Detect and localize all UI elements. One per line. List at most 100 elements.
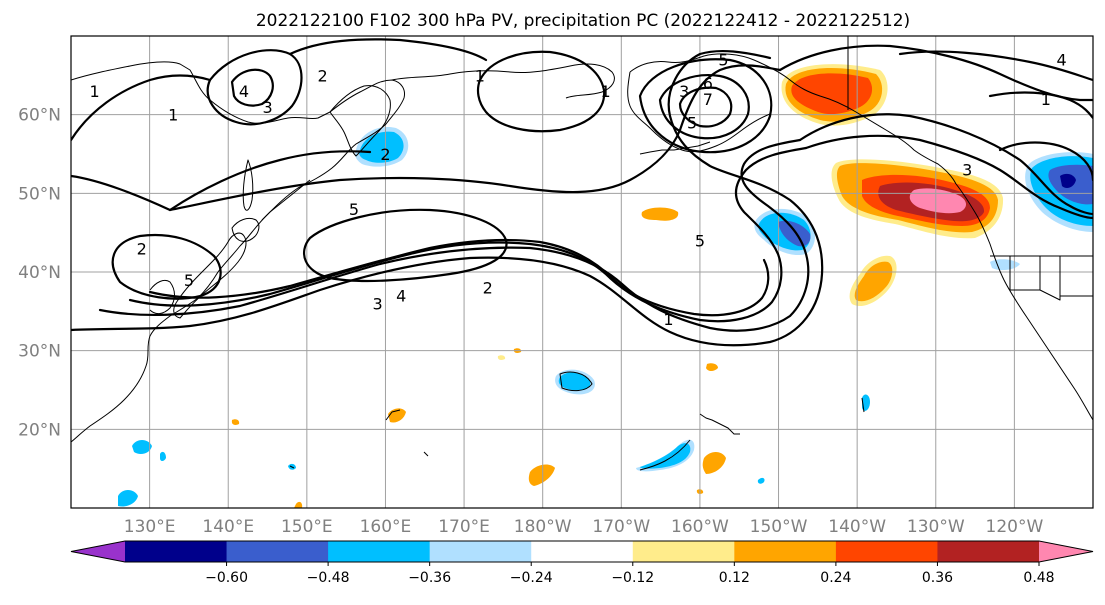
colorbar-segment	[531, 541, 634, 562]
precip-region-us-west-core	[1060, 173, 1076, 188]
pv-contours	[71, 38, 1093, 347]
coastline-kuril	[261, 179, 311, 221]
pv-contour-label: 3	[962, 161, 972, 180]
coastline-kamchatka	[329, 85, 391, 157]
precip-blob-n3	[160, 451, 166, 461]
pv-contour-label: 1	[475, 66, 485, 85]
pv-contour-label: 1	[600, 82, 610, 101]
pv-contour-far-east	[998, 141, 1093, 182]
pv-contour-northeast-1	[798, 113, 1093, 216]
precip-blob-n1	[132, 440, 152, 454]
colorbar-segment	[328, 541, 431, 562]
colorbar-tick-label: 0.12	[719, 570, 750, 586]
longitude-label: 150°E	[281, 517, 333, 537]
pv-contour-label: 3	[373, 294, 383, 313]
pv-contour-label: 7	[703, 90, 713, 109]
pv-contour-northeast-3	[778, 44, 1093, 102]
pv-contour-label: 1	[1041, 90, 1051, 109]
pv-contour-5-west	[111, 233, 222, 300]
coastline-north-america	[955, 183, 1093, 421]
longitude-label: 170°E	[438, 517, 490, 537]
pv-contour-closed-west-inner	[230, 68, 274, 107]
colorbar-tick-label: 0.36	[922, 570, 953, 586]
pv-contour-label: 2	[137, 239, 147, 258]
latitude-label: 40°N	[18, 263, 61, 283]
colorbar-tick-label: −0.36	[408, 570, 451, 586]
pv-contour-low-3	[678, 86, 733, 128]
pv-contour-low-1	[638, 58, 773, 154]
latitude-label: 50°N	[18, 184, 61, 204]
longitude-label: 160°E	[360, 517, 412, 537]
longitude-label: 130°E	[124, 517, 176, 537]
coastline-alaska-south	[627, 71, 771, 153]
pv-contour-5-center	[302, 208, 508, 283]
colorbar-segment	[937, 541, 1040, 562]
border-states	[1009, 256, 1093, 301]
precip-region-hawaii-core	[640, 443, 691, 469]
colorbar-segment	[632, 541, 735, 562]
colorbar-segment	[125, 541, 228, 562]
longitude-label: 140°E	[202, 517, 254, 537]
pv-contour-label: 1	[663, 310, 673, 329]
pv-contour-4-jet	[148, 238, 770, 317]
longitude-labels: 130°E 140°E 150°E 160°E 170°E 180°W 170°W 160°W…	[124, 517, 1044, 537]
pv-contour-low-2	[658, 74, 750, 140]
pv-contour-label: 3	[262, 98, 272, 117]
coastline-hawaii	[699, 413, 740, 435]
precip-blob-9	[294, 501, 303, 508]
colorbar-segment	[835, 541, 938, 562]
map-frame	[70, 35, 1094, 509]
latitude-label: 60°N	[18, 106, 61, 126]
longitude-label: 130°W	[907, 517, 965, 537]
pv-contour-label: 1	[89, 82, 99, 101]
colorbar-tick-label: 0.48	[1023, 570, 1054, 586]
pv-contour-label: 3	[679, 82, 689, 101]
colorbar-outline	[70, 540, 1094, 563]
precip-region-subtropical-core	[558, 372, 591, 391]
colorbar-tick-label: −0.48	[307, 570, 350, 586]
pv-contour-closed-west	[206, 49, 303, 126]
precip-region-north-pacific-inner	[778, 220, 811, 247]
colorbar-extend-high	[1039, 541, 1093, 562]
colorbar-tick-label: 0.24	[820, 570, 851, 586]
colorbar-extend-low	[71, 541, 125, 562]
pv-contour-label: 6	[703, 74, 713, 93]
pv-contour-label: 2	[380, 145, 390, 164]
graticule	[71, 36, 1093, 508]
pv-contour-label: 2	[483, 279, 493, 298]
colorbar-segment	[429, 541, 532, 562]
precip-region-pacific-northwest-peak	[909, 188, 966, 214]
longitude-label: 120°W	[986, 517, 1044, 537]
longitude-label: 180°W	[514, 517, 572, 537]
precip-blob-n7	[757, 477, 765, 484]
colorbar-tick-label: −0.12	[611, 570, 654, 586]
coastline-korea	[149, 279, 175, 315]
pv-contour-label: 4	[1056, 51, 1066, 70]
precip-region-gulf-of-alaska-center	[791, 73, 873, 115]
pv-contour-northeast-4	[898, 50, 1093, 82]
pv-contour-northeast-5	[988, 91, 1093, 120]
colorbar-tick-label: −0.60	[205, 570, 248, 586]
pv-contour-1-jet	[71, 49, 824, 347]
precip-blob-3	[528, 464, 555, 486]
latitude-label: 30°N	[18, 342, 61, 362]
coastline-alaska	[629, 53, 957, 185]
longitude-label: 140°W	[828, 517, 886, 537]
chart-title: 2022122100 F102 300 hPa PV, precipitatio…	[256, 11, 910, 31]
colorbar-segment	[734, 541, 837, 562]
coastline-sakhalin	[242, 159, 254, 211]
precip-blob-8	[231, 419, 240, 425]
pv-contour-label: 5	[349, 200, 359, 219]
pv-contour-north-1	[476, 50, 606, 133]
pv-contour-3-jet	[128, 146, 808, 323]
colorbar-segment	[226, 541, 329, 562]
pv-contour-label: 5	[695, 232, 705, 251]
pv-contour-northeast-2	[804, 134, 1093, 220]
pv-contour-label: 2	[317, 66, 327, 85]
islands-subtropical	[289, 371, 865, 471]
colorbar: −0.60 −0.48 −0.36 −0.24 −0.12 0.12 0.24 0.36 0.4…	[70, 540, 1094, 586]
precip-blob-n4	[862, 394, 870, 411]
